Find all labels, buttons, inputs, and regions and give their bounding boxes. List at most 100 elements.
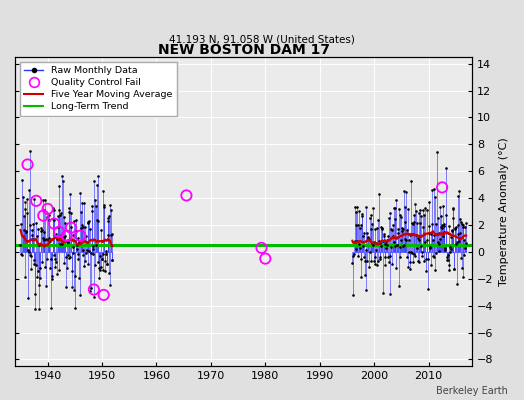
Point — [29, 236, 37, 242]
Point — [436, 236, 444, 242]
Point — [40, 207, 49, 213]
Point — [362, 204, 370, 210]
Point — [375, 191, 384, 198]
Point — [261, 256, 269, 262]
Point — [50, 252, 59, 258]
Point — [396, 244, 404, 251]
Point — [71, 272, 80, 279]
Point — [427, 231, 435, 237]
Point — [80, 263, 88, 269]
Point — [448, 227, 456, 233]
Title: NEW BOSTON DAM 17: NEW BOSTON DAM 17 — [158, 43, 330, 57]
Point — [69, 244, 78, 250]
Point — [370, 239, 378, 245]
Point — [84, 261, 93, 268]
Point — [90, 286, 98, 293]
Point — [74, 250, 83, 257]
Point — [370, 253, 379, 260]
Point — [447, 228, 456, 234]
Point — [441, 247, 449, 253]
Point — [443, 257, 451, 263]
Point — [383, 242, 391, 248]
Point — [366, 212, 375, 219]
Point — [54, 224, 62, 231]
Point — [381, 253, 390, 260]
Point — [439, 233, 447, 240]
Point — [62, 284, 70, 290]
Point — [97, 256, 106, 262]
Point — [406, 259, 414, 265]
Point — [413, 235, 422, 241]
Point — [423, 237, 431, 243]
Point — [415, 258, 423, 265]
Point — [397, 236, 406, 243]
Point — [56, 212, 64, 218]
Point — [89, 251, 97, 258]
Point — [384, 254, 392, 260]
Point — [423, 286, 432, 292]
Point — [406, 266, 414, 272]
Point — [100, 202, 108, 208]
Point — [103, 215, 112, 221]
Point — [75, 239, 83, 245]
Point — [403, 206, 412, 212]
Point — [369, 258, 378, 264]
Point — [21, 274, 30, 280]
Point — [428, 221, 436, 228]
Point — [352, 208, 361, 215]
Point — [18, 194, 27, 200]
Point — [35, 282, 43, 288]
Point — [84, 220, 92, 226]
Point — [33, 232, 41, 239]
Point — [357, 274, 365, 280]
Point — [412, 208, 420, 214]
Point — [352, 222, 360, 228]
Point — [24, 295, 32, 301]
Point — [409, 258, 417, 265]
Point — [94, 218, 103, 224]
Point — [457, 265, 466, 271]
Point — [105, 282, 114, 288]
Point — [40, 237, 48, 243]
Point — [378, 226, 387, 232]
Point — [444, 252, 452, 258]
Point — [105, 270, 114, 276]
Point — [457, 255, 465, 262]
Point — [257, 245, 266, 251]
Point — [368, 240, 376, 246]
Point — [422, 268, 430, 274]
Point — [63, 265, 71, 272]
Point — [56, 241, 64, 248]
Point — [48, 205, 57, 212]
Point — [401, 236, 409, 242]
Point — [28, 220, 37, 227]
Point — [44, 237, 52, 243]
Point — [58, 178, 67, 184]
Point — [348, 260, 356, 267]
Point — [426, 244, 434, 250]
Point — [445, 267, 454, 273]
Point — [43, 256, 51, 262]
Point — [16, 241, 25, 248]
Point — [411, 201, 420, 208]
Point — [429, 237, 437, 244]
Point — [382, 238, 390, 245]
Point — [106, 201, 114, 208]
Point — [32, 198, 40, 204]
Point — [351, 238, 359, 244]
Point — [63, 252, 72, 258]
Point — [69, 231, 77, 238]
Point — [21, 227, 30, 234]
Point — [103, 261, 111, 268]
Point — [38, 226, 47, 233]
Point — [452, 241, 460, 248]
Point — [96, 266, 104, 273]
Point — [446, 244, 454, 250]
Point — [381, 262, 389, 268]
Point — [363, 258, 371, 264]
Point — [452, 223, 461, 230]
Point — [433, 238, 442, 245]
Point — [349, 292, 357, 298]
Point — [393, 242, 401, 248]
Point — [26, 222, 34, 228]
